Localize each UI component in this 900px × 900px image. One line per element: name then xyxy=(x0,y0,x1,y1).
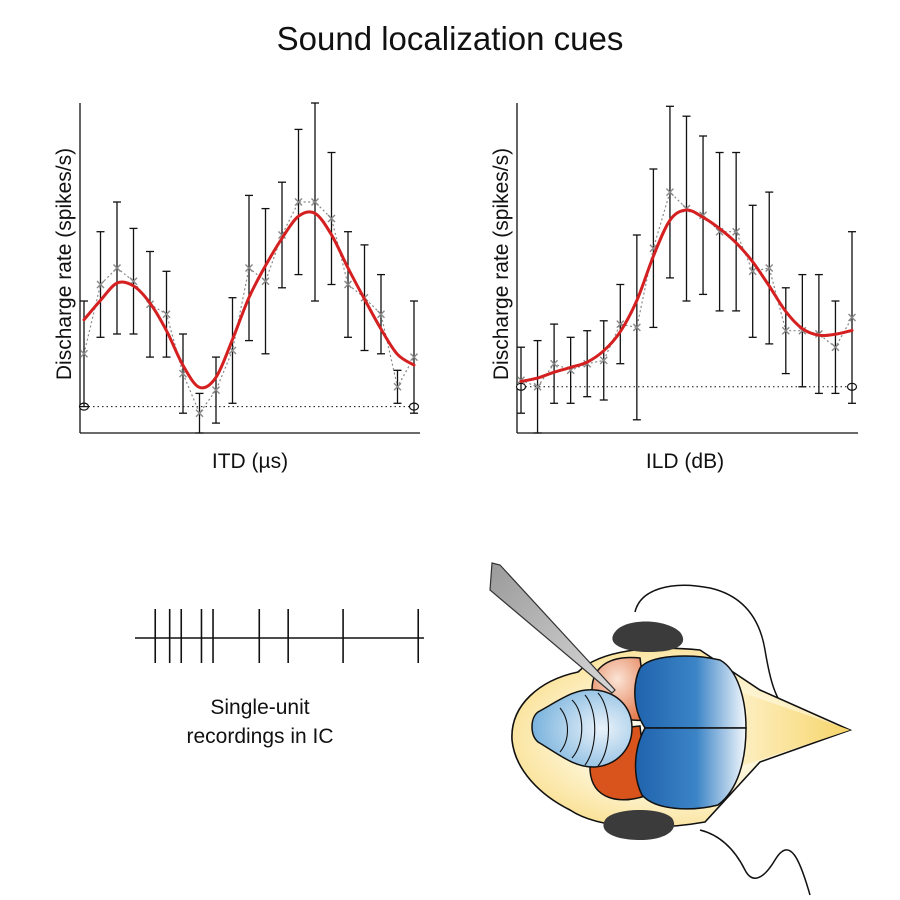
itd-data-point xyxy=(96,280,105,289)
cortex-right-hemisphere xyxy=(634,727,747,810)
ild-data-point xyxy=(848,313,856,322)
itd-data-point xyxy=(261,277,270,286)
ild-data-point xyxy=(831,343,840,352)
caption-line-2: recordings in IC xyxy=(186,725,334,748)
rat-brain-illustration xyxy=(489,562,853,896)
itd-data-point xyxy=(410,353,418,362)
main-title: Sound localization cues xyxy=(276,20,624,57)
itd-data-point xyxy=(80,349,88,358)
ild-fit-curve xyxy=(519,208,854,383)
itd-data-point xyxy=(195,409,204,418)
itd-data-point xyxy=(212,386,220,395)
ild-data-point xyxy=(599,356,608,365)
ild-y-axis-label: Discharge rate (spikes/s) xyxy=(490,147,513,381)
rat-eye-top xyxy=(612,621,684,652)
ild-data-point xyxy=(732,227,741,236)
itd-data-point xyxy=(294,198,303,206)
ild-data-point xyxy=(748,267,757,276)
ild-data-point xyxy=(550,359,559,368)
itd-data-point xyxy=(245,264,253,272)
itd-data-point xyxy=(113,264,121,272)
recording-caption: Single-unit recordings in IC xyxy=(150,693,370,751)
itd-data-point xyxy=(311,198,319,206)
ild-data-point xyxy=(632,323,641,332)
itd-data-point xyxy=(393,382,402,391)
itd-data-point xyxy=(327,214,336,223)
itd-data-point xyxy=(377,310,385,319)
itd-data-point xyxy=(162,310,171,319)
caption-line-1: Single-unit xyxy=(210,696,310,719)
spike-train xyxy=(135,609,424,663)
ild-data-point xyxy=(533,382,542,391)
ild-data-point xyxy=(781,326,790,335)
recording-electrode xyxy=(489,562,616,694)
rat-eye-bottom xyxy=(603,809,675,840)
ild-data-point xyxy=(665,188,674,197)
rat-snout xyxy=(735,690,850,768)
ild-data-point xyxy=(765,264,774,272)
itd-y-axis-label: Discharge rate (spikes/s) xyxy=(53,147,76,381)
cortex-left-hemisphere xyxy=(634,655,747,729)
ild-chart xyxy=(515,103,858,434)
itd-chart xyxy=(78,102,420,434)
itd-x-axis-label: ITD (µs) xyxy=(211,450,289,473)
itd-data-point xyxy=(344,280,352,289)
rat-outline xyxy=(634,584,811,896)
cerebellum-folds xyxy=(559,692,610,767)
ild-x-axis-label: ILD (dB) xyxy=(645,450,725,473)
itd-fit-curve xyxy=(82,210,416,390)
